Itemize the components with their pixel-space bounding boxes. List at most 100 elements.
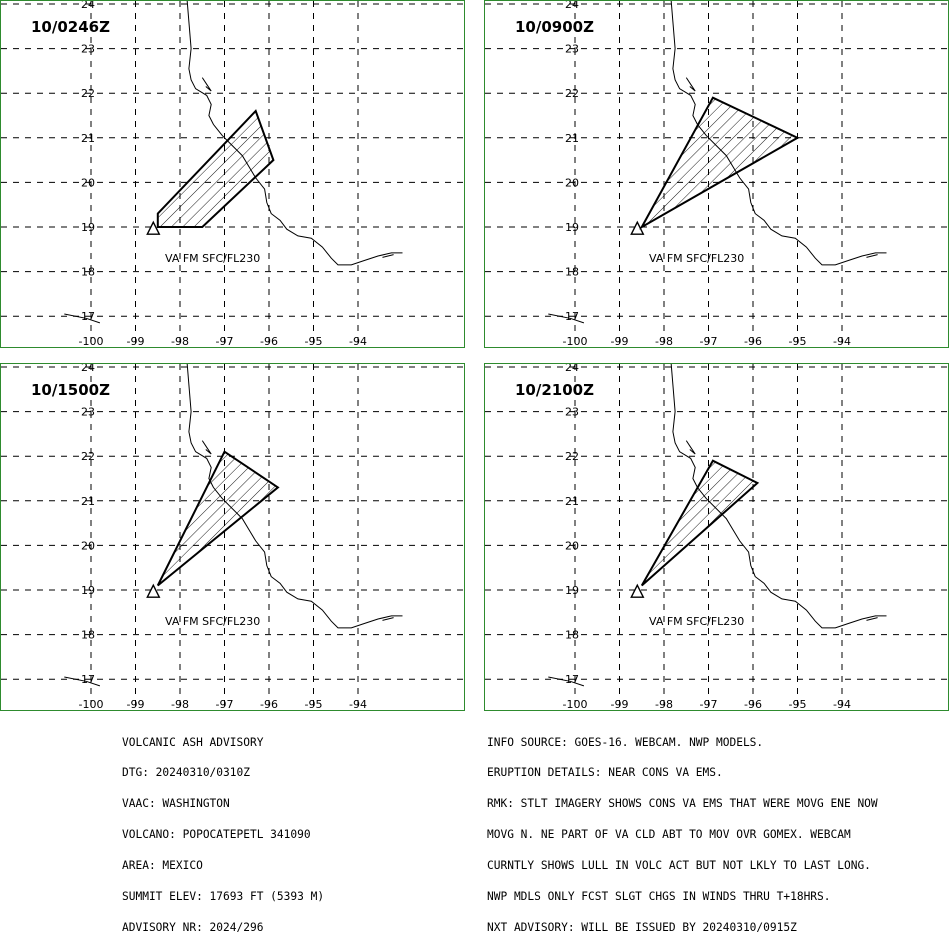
graticule <box>485 1 948 347</box>
advisory-line: RMK: STLT IMAGERY SHOWS CONS VA EMS THAT… <box>487 797 878 811</box>
longitude-tick-label: -100 <box>79 335 104 348</box>
map-canvas: -100 -99 -98 -97 -96 -95 -94 24 23 22 21 20 19 18 17 <box>485 1 948 348</box>
lagoon-outline <box>685 77 696 92</box>
latitude-tick-label: 18 <box>565 629 579 642</box>
pacific-coast <box>64 313 101 324</box>
longitude-tick-label: -95 <box>305 335 323 348</box>
advisory-line: ADVISORY NR: 2024/296 <box>122 920 264 934</box>
lagoon-outline <box>685 440 696 455</box>
latitude-tick-label: 17 <box>565 310 579 323</box>
latitude-tick-label: 18 <box>81 266 95 279</box>
latitude-tick-label: 22 <box>565 87 579 100</box>
advisory-line: ERUPTION DETAILS: NEAR CONS VA EMS. <box>487 766 723 780</box>
latitude-tick-label: 24 <box>565 364 579 374</box>
coastline <box>670 1 887 266</box>
longitude-tick-label: -95 <box>305 698 323 711</box>
longitude-tick-label: -94 <box>833 335 851 348</box>
forecast-time-label: 10/2100Z <box>515 381 594 399</box>
forecast-time-label: 10/0900Z <box>515 18 594 36</box>
latitude-tick-label: 20 <box>565 539 579 552</box>
latitude-tick-label: 24 <box>81 364 95 374</box>
latitude-tick-label: 21 <box>565 495 579 508</box>
longitude-tick-label: -98 <box>655 698 673 711</box>
coastline <box>186 1 403 266</box>
map-panel: -100 -99 -98 -97 -96 -95 -94 24 23 22 21 20 19 18 17 10… <box>484 363 949 711</box>
longitude-tick-label: -100 <box>79 698 104 711</box>
latitude-tick-label: 21 <box>81 132 95 145</box>
latitude-tick-label: 20 <box>81 539 95 552</box>
latitude-tick-label: 22 <box>81 87 95 100</box>
pacific-coast <box>548 676 585 687</box>
longitude-tick-label: -96 <box>744 698 762 711</box>
latitude-tick-label: 19 <box>565 221 579 234</box>
ash-level-label: VA FM SFC/FL230 <box>649 252 745 265</box>
graticule <box>485 364 948 710</box>
pacific-coast <box>64 676 101 687</box>
map-canvas: -100 -99 -98 -97 -96 -95 -94 24 23 22 21 20 19 18 17 <box>485 364 948 711</box>
latitude-tick-label: 17 <box>81 673 95 686</box>
volcano-icon <box>146 583 161 598</box>
latitude-tick-label: 23 <box>81 43 95 56</box>
advisory-line: MOVG N. NE PART OF VA CLD ABT TO MOV OVR… <box>487 828 851 842</box>
advisory-line: DTG: 20240310/0310Z <box>122 766 250 780</box>
advisory-line: VOLCANIC ASH ADVISORY <box>122 735 264 749</box>
advisory-line: NWP MDLS ONLY FCST SLGT CHGS IN WINDS TH… <box>487 890 831 904</box>
advisory-line: SUMMIT ELEV: 17693 FT (5393 M) <box>122 890 325 904</box>
lagoon-outline <box>201 77 212 92</box>
map-canvas: -100 -99 -98 -97 -96 -95 -94 24 23 22 21 20 19 18 17 <box>1 1 464 348</box>
latitude-tick-label: 22 <box>565 450 579 463</box>
longitude-tick-label: -100 <box>563 335 588 348</box>
latitude-tick-label: 18 <box>81 629 95 642</box>
ash-cloud-polygon <box>640 459 760 587</box>
latitude-tick-label: 20 <box>81 176 95 189</box>
longitude-tick-label: -95 <box>789 698 807 711</box>
latitude-tick-label: 20 <box>565 176 579 189</box>
advisory-line: VOLCANO: POPOCATEPETL 341090 <box>122 828 311 842</box>
latitude-tick-label: 23 <box>565 406 579 419</box>
longitude-tick-label: -94 <box>833 698 851 711</box>
longitude-tick-label: -98 <box>171 698 189 711</box>
map-panel: -100 -99 -98 -97 -96 -95 -94 24 23 22 21 20 19 18 17 10… <box>0 363 465 711</box>
longitude-tick-label: -99 <box>611 335 629 348</box>
longitude-tick-label: -95 <box>789 335 807 348</box>
islet <box>382 617 394 621</box>
advisory-line: NXT ADVISORY: WILL BE ISSUED BY 20240310… <box>487 920 797 934</box>
forecast-time-label: 10/0246Z <box>31 18 110 36</box>
longitude-tick-label: -97 <box>216 698 234 711</box>
longitude-tick-label: -100 <box>563 698 588 711</box>
latitude-tick-label: 17 <box>565 673 579 686</box>
longitude-tick-label: -97 <box>216 335 234 348</box>
islet <box>866 254 878 258</box>
latitude-tick-label: 24 <box>565 1 579 11</box>
map-panel: -100 -99 -98 -97 -96 -95 -94 24 23 22 21 20 19 18 17 10… <box>0 0 465 348</box>
longitude-tick-label: -98 <box>655 335 673 348</box>
advisory-line: INFO SOURCE: GOES-16. WEBCAM. NWP MODELS… <box>487 735 764 749</box>
latitude-tick-label: 23 <box>565 43 579 56</box>
ash-level-label: VA FM SFC/FL230 <box>649 615 745 628</box>
latitude-tick-label: 17 <box>81 310 95 323</box>
latitude-tick-label: 23 <box>81 406 95 419</box>
longitude-tick-label: -94 <box>349 335 367 348</box>
longitude-tick-label: -97 <box>700 698 718 711</box>
volcano-icon <box>630 220 645 235</box>
islet <box>382 254 394 258</box>
volcano-icon <box>146 220 161 235</box>
longitude-tick-label: -96 <box>260 698 278 711</box>
latitude-tick-label: 24 <box>81 1 95 11</box>
latitude-tick-label: 21 <box>565 132 579 145</box>
advisory-line: VAAC: WASHINGTON <box>122 797 230 811</box>
latitude-tick-label: 21 <box>81 495 95 508</box>
advisory-header-text: VOLCANIC ASH ADVISORY DTG: 20240310/0310… <box>122 717 324 944</box>
volcano-icon <box>630 583 645 598</box>
advisory-line: AREA: MEXICO <box>122 859 203 873</box>
pacific-coast <box>548 313 585 324</box>
longitude-tick-label: -94 <box>349 698 367 711</box>
ash-cloud-polygon <box>156 109 275 228</box>
advisory-line: CURNTLY SHOWS LULL IN VOLC ACT BUT NOT L… <box>487 859 871 873</box>
ash-level-label: VA FM SFC/FL230 <box>165 252 261 265</box>
longitude-tick-label: -99 <box>611 698 629 711</box>
lagoon-outline <box>201 440 212 455</box>
map-panel: -100 -99 -98 -97 -96 -95 -94 24 23 22 21 20 19 18 17 10… <box>484 0 949 348</box>
longitude-tick-label: -99 <box>127 698 145 711</box>
longitude-tick-label: -97 <box>700 335 718 348</box>
